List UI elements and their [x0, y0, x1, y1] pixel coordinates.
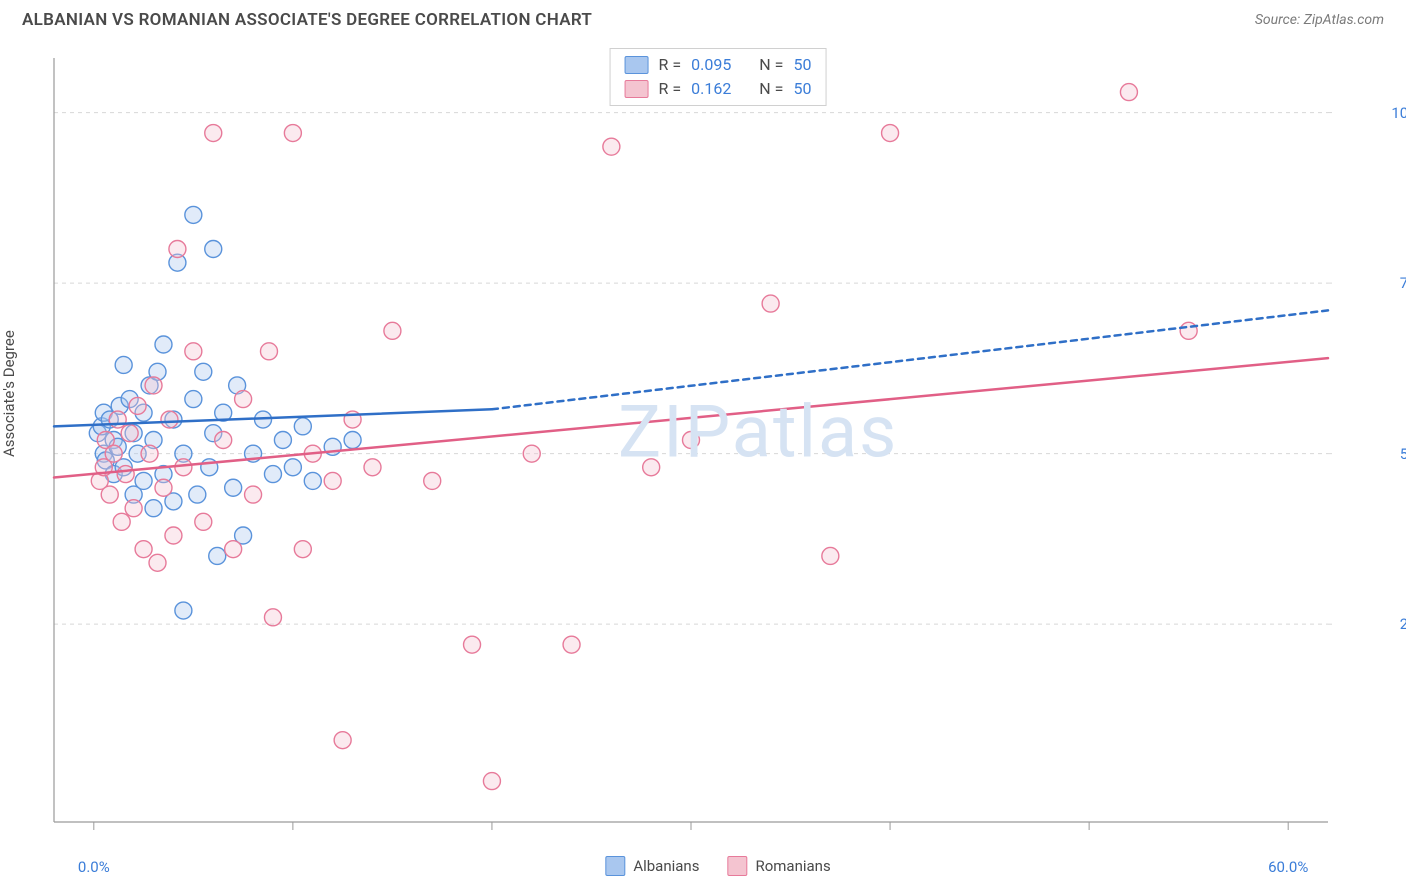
n-value: 50 — [793, 53, 811, 77]
correlation-legend-row: R = 0.162 N = 50 — [625, 77, 812, 101]
n-label: N = — [759, 77, 783, 101]
chart-title: ALBANIAN VS ROMANIAN ASSOCIATE'S DEGREE … — [22, 10, 592, 30]
header: ALBANIAN VS ROMANIAN ASSOCIATE'S DEGREE … — [0, 0, 1406, 36]
correlation-legend-row: R = 0.095 N = 50 — [625, 53, 812, 77]
y-tick-label: 50.0% — [1400, 445, 1406, 463]
r-value: 0.095 — [691, 53, 731, 77]
legend-label: Albanians — [633, 857, 699, 875]
legend-item: Albanians — [605, 856, 699, 876]
y-tick-label: 25.0% — [1400, 615, 1406, 633]
chart-container: Associate's Degree ZIPatlas R =0.095 N =… — [48, 48, 1388, 848]
source-attribution: Source: ZipAtlas.com — [1255, 12, 1384, 28]
correlation-legend: R = 0.095 N = 50 R = 0.162 N = 50 — [610, 48, 827, 106]
y-axis-label: Associate's Degree — [0, 330, 18, 457]
scatter-plot — [48, 48, 1388, 848]
legend-swatch — [727, 856, 747, 876]
x-tick-label: 60.0% — [1268, 858, 1308, 876]
legend-swatch — [625, 56, 649, 74]
legend-item: Romanians — [727, 856, 830, 876]
r-value: 0.162 — [691, 77, 731, 101]
n-label: N = — [759, 53, 783, 77]
y-tick-label: 100.0% — [1391, 104, 1406, 122]
legend-label: Romanians — [755, 857, 830, 875]
series-legend: Albanians Romanians — [605, 856, 830, 876]
legend-swatch — [625, 80, 649, 98]
n-value: 50 — [793, 77, 811, 101]
x-tick-label: 0.0% — [78, 858, 110, 876]
r-label: R = — [659, 77, 682, 101]
legend-swatch — [605, 856, 625, 876]
y-tick-label: 75.0% — [1400, 274, 1406, 292]
r-label: R = — [659, 53, 682, 77]
